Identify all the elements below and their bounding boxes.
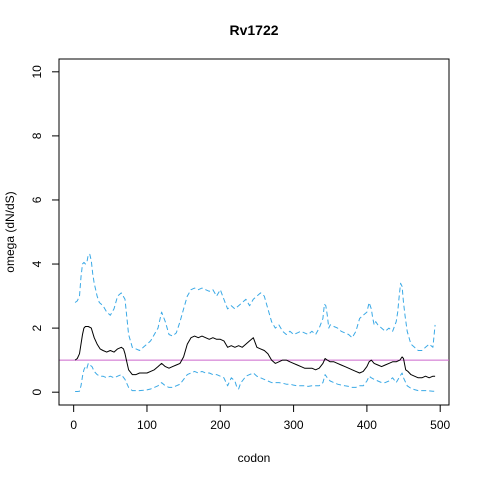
x-tick-label: 500 (430, 418, 450, 432)
series-line-estimate (74, 326, 436, 379)
x-tick-label: 300 (284, 418, 304, 432)
x-tick-label: 200 (210, 418, 230, 432)
series-layer (74, 253, 436, 392)
plot-frame (58, 58, 450, 406)
y-tick-label: 10 (30, 65, 44, 79)
x-tick-label: 400 (357, 418, 377, 432)
chart-title: Rv1722 (229, 22, 278, 38)
y-axis-label: omega (dN/dS) (3, 191, 17, 272)
y-axis: 0 2 4 6 8 10 (30, 65, 60, 396)
y-tick-label: 4 (30, 260, 44, 267)
y-tick-label: 6 (30, 196, 44, 203)
x-tick-label: 100 (137, 418, 157, 432)
y-tick-label: 8 (30, 132, 44, 139)
x-tick-label: 0 (70, 418, 77, 432)
plot-area (58, 58, 450, 406)
series-line-lower (75, 362, 436, 392)
x-axis-label: codon (238, 451, 271, 465)
series-line-upper (74, 253, 436, 351)
x-axis: 0 100 200 300 400 500 (70, 404, 451, 432)
y-tick-label: 2 (30, 324, 44, 331)
y-tick-label: 0 (30, 389, 44, 396)
